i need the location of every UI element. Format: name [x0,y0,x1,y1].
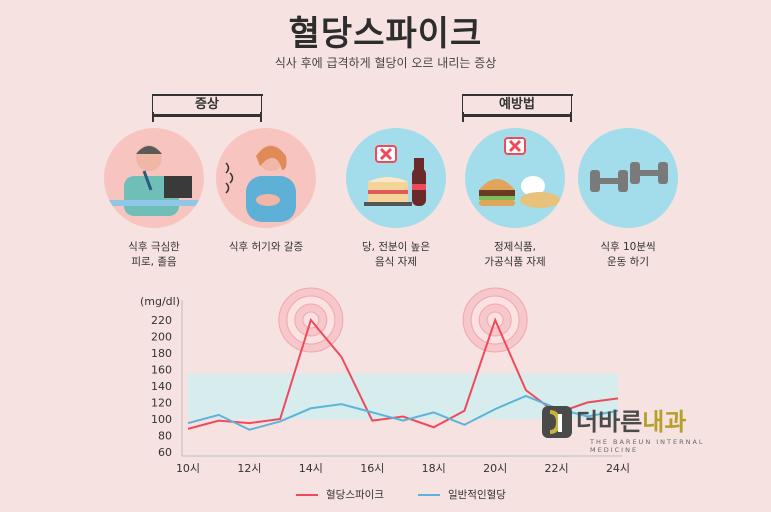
y-axis-unit-label: (mg/dl) [140,295,180,308]
x-tick-label: 18시 [422,462,446,475]
x-tick-label: 24시 [606,462,630,475]
prevention-caption-1: 당, 전분이 높은 음식 자제 [331,240,461,270]
x-tick-label: 10시 [176,462,200,475]
chart-legend: 혈당스파이크 일반적인혈당 [296,487,506,502]
legend-normal-label: 일반적인혈당 [447,489,506,501]
symptom-caption-1-line1: 식후 극심한 [128,241,180,253]
y-tick-label: 180 [151,347,172,360]
y-tick-label: 200 [151,331,172,344]
y-tick-label: 220 [151,314,172,327]
clinic-logo-subtext: THE BAREUN INTERNAL MEDICINE [590,438,705,454]
prevention-caption-2: 정제식품, 가공식품 자제 [450,240,580,270]
symptoms-label: 증상 [151,94,263,117]
page-subtitle: 식사 후에 급격하게 혈당이 오르 내리는 증상 [274,56,497,70]
clinic-logo: 더바른내과 THE BAREUN INTERNAL MEDICINE [540,400,735,454]
symptoms-label-tick-right [260,112,262,122]
cake-cola-icon [346,128,446,228]
symptom-caption-1: 식후 극심한 피로, 졸음 [89,240,219,270]
y-tick-label: 160 [151,364,172,377]
x-tick-label: 14시 [299,462,323,475]
tired-worker-icon [104,128,204,228]
y-tick-label: 60 [158,446,172,459]
y-tick-label: 120 [151,397,172,410]
legend-normal-swatch [417,493,440,496]
prevention-label: 예방법 [461,94,573,117]
prevention-label-tick-right [570,112,572,122]
prevention-caption-1-line1: 당, 전분이 높은 [362,241,430,253]
y-tick-label: 140 [151,380,172,393]
legend-spike-label: 혈당스파이크 [326,489,384,501]
symptom-caption-1-line2: 피로, 졸음 [131,256,177,268]
prevention-caption-2-line2: 가공식품 자제 [484,256,546,268]
legend-spike-swatch [296,493,318,496]
y-tick-label: 100 [151,413,172,426]
prevention-caption-2-line1: 정제식품, [494,241,536,253]
clinic-logo-icon [542,406,572,438]
symptom-caption-2: 식후 허기와 갈증 [201,240,331,255]
clinic-logo-text: 더바른내과 [576,402,686,437]
processed-food-icon [465,128,565,228]
prevention-caption-1-line2: 음식 자제 [375,256,417,268]
symptoms-label-tick-left [152,112,154,122]
x-tick-label: 12시 [237,462,261,475]
x-tick-label: 20시 [483,462,507,475]
dumbbell-icon [578,128,678,228]
clinic-logo-main: 더바른 [576,408,643,436]
x-tick-label: 22시 [545,462,569,475]
y-tick-label: 80 [158,430,172,443]
x-tick-label: 16시 [360,462,384,475]
prevention-caption-3: 식후 10분씩 운동 하기 [563,240,693,270]
prevention-caption-3-line1: 식후 10분씩 [600,241,656,253]
normal-series-line [187,394,619,431]
spike-series-line [187,317,619,430]
clinic-logo-accent: 내과 [642,408,687,436]
prevention-caption-3-line2: 운동 하기 [607,256,649,268]
page-title: 혈당스파이크 [288,14,483,54]
hungry-woman-icon [216,128,316,228]
symptom-caption-2-line1: 식후 허기와 갈증 [228,241,304,253]
prevention-label-tick-left [462,112,464,122]
